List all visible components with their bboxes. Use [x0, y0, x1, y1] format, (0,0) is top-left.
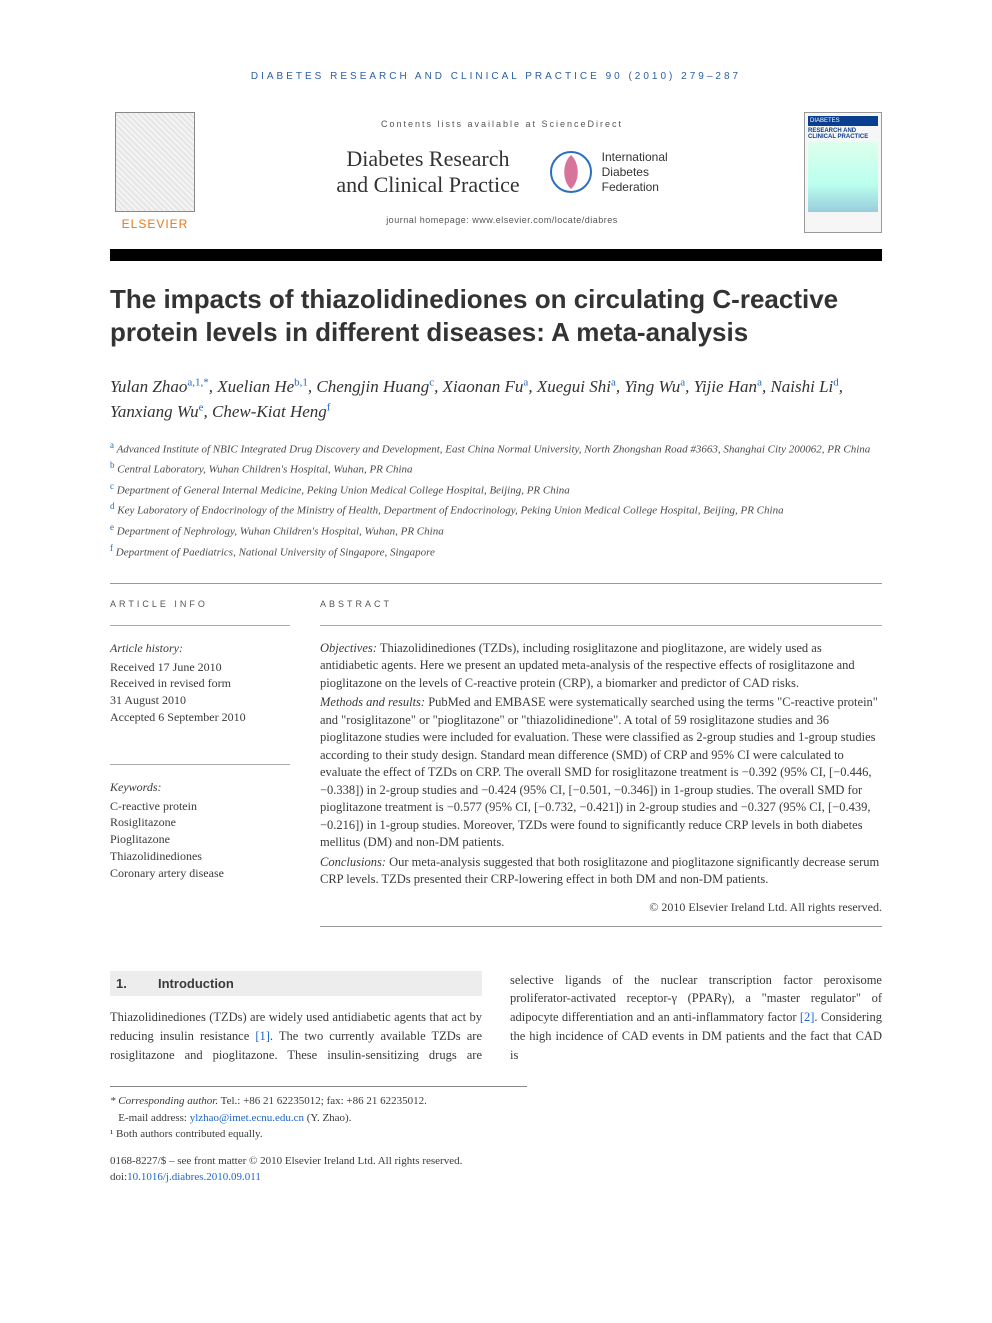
revised-date: 31 August 2010	[110, 692, 290, 709]
cover-thumb-sub: RESEARCH AND CLINICAL PRACTICE	[808, 128, 878, 140]
section-heading: 1. Introduction	[110, 971, 482, 997]
footnotes: * Corresponding author. Tel.: +86 21 622…	[110, 1086, 527, 1143]
author-list: Yulan Zhaoa,1,*, Xuelian Heb,1, Chengjin…	[110, 375, 882, 424]
running-head: DIABETES RESEARCH AND CLINICAL PRACTICE …	[110, 70, 882, 84]
abstract-head: ABSTRACT	[320, 598, 882, 611]
author: Yanxiang Wue	[110, 402, 204, 421]
corresponding-author: * Corresponding author. Tel.: +86 21 622…	[110, 1093, 527, 1110]
author: Xiaonan Fua	[443, 377, 529, 396]
article-history: Article history: Received 17 June 2010 R…	[110, 640, 290, 744]
keyword: C-reactive protein	[110, 798, 290, 815]
contents-available-line: Contents lists available at ScienceDirec…	[381, 118, 623, 131]
elsevier-tree-icon	[115, 112, 195, 212]
article-title: The impacts of thiazolidinediones on cir…	[110, 283, 882, 350]
affiliation: a Advanced Institute of NBIC Integrated …	[110, 439, 882, 459]
abstract-objectives: Objectives: Thiazolidinediones (TZDs), i…	[320, 640, 882, 693]
abstract-methods: Methods and results: PubMed and EMBASE w…	[320, 694, 882, 852]
title-separator-bar	[110, 249, 882, 261]
author: Xuegui Shia	[537, 377, 616, 396]
author: Yulan Zhaoa,1,*	[110, 377, 209, 396]
email-link[interactable]: ylzhao@imet.ecnu.edu.cn	[190, 1112, 304, 1124]
imprint: 0168-8227/$ – see front matter © 2010 El…	[110, 1153, 882, 1186]
rule	[320, 625, 882, 626]
revised-label: Received in revised form	[110, 675, 290, 692]
rule	[110, 625, 290, 626]
cover-thumb-art	[808, 142, 878, 212]
keyword: Rosiglitazone	[110, 814, 290, 831]
rule	[110, 764, 290, 765]
article-info-column: ARTICLE INFO Article history: Received 1…	[110, 584, 290, 926]
author: Yijie Hana	[694, 377, 762, 396]
body-two-column: 1. Introduction Thiazolidinediones (TZDs…	[110, 971, 882, 1065]
abstract-copyright: © 2010 Elsevier Ireland Ltd. All rights …	[320, 899, 882, 916]
doi-line: doi:10.1016/j.diabres.2010.09.011	[110, 1169, 882, 1186]
doi-link[interactable]: 10.1016/j.diabres.2010.09.011	[127, 1171, 261, 1183]
affiliation: f Department of Paediatrics, National Un…	[110, 542, 882, 562]
keyword: Thiazolidinediones	[110, 848, 290, 865]
article-info-head: ARTICLE INFO	[110, 598, 290, 611]
elsevier-logo: ELSEVIER	[110, 112, 200, 233]
masthead: ELSEVIER Contents lists available at Sci…	[110, 112, 882, 233]
equal-contribution-note: ¹ Both authors contributed equally.	[110, 1126, 527, 1143]
citation-link[interactable]: [1]	[255, 1029, 270, 1043]
idf-text: International Diabetes Federation	[602, 150, 668, 195]
affiliation: b Central Laboratory, Wuhan Children's H…	[110, 459, 882, 479]
abstract-column: ABSTRACT Objectives: Thiazolidinediones …	[320, 584, 882, 926]
author: Chew-Kiat Hengf	[212, 402, 330, 421]
corresponding-email: E-mail address: ylzhao@imet.ecnu.edu.cn …	[110, 1110, 527, 1127]
author: Xuelian Heb,1	[217, 377, 308, 396]
author: Naishi Lid	[770, 377, 838, 396]
abstract-conclusions: Conclusions: Our meta-analysis suggested…	[320, 854, 882, 889]
history-label: Article history:	[110, 640, 290, 657]
keyword: Pioglitazone	[110, 831, 290, 848]
author: Chengjin Huangc	[316, 377, 434, 396]
elsevier-wordmark: ELSEVIER	[122, 216, 189, 233]
affiliations: a Advanced Institute of NBIC Integrated …	[110, 439, 882, 562]
idf-block: International Diabetes Federation	[548, 149, 668, 195]
received-date: Received 17 June 2010	[110, 659, 290, 676]
rule	[320, 926, 882, 927]
cover-thumb-title: DIABETES	[808, 116, 878, 126]
keyword: Coronary artery disease	[110, 865, 290, 882]
section-number: 1.	[110, 974, 158, 994]
affiliation: c Department of General Internal Medicin…	[110, 480, 882, 500]
keywords-label: Keywords:	[110, 779, 290, 796]
keywords-block: Keywords: C-reactive protein Rosiglitazo…	[110, 779, 290, 900]
affiliation: d Key Laboratory of Endocrinology of the…	[110, 500, 882, 520]
info-abstract-row: ARTICLE INFO Article history: Received 1…	[110, 583, 882, 926]
issn-copyright: 0168-8227/$ – see front matter © 2010 El…	[110, 1153, 882, 1170]
section-title: Introduction	[158, 974, 234, 994]
journal-homepage: journal homepage: www.elsevier.com/locat…	[386, 214, 618, 227]
journal-cover-thumb: DIABETES RESEARCH AND CLINICAL PRACTICE	[804, 112, 882, 233]
masthead-center: Contents lists available at ScienceDirec…	[218, 112, 786, 233]
affiliation: e Department of Nephrology, Wuhan Childr…	[110, 521, 882, 541]
journal-title: Diabetes Research and Clinical Practice	[336, 146, 519, 199]
idf-logo-icon	[548, 149, 594, 195]
author: Ying Wua	[624, 377, 685, 396]
accepted-date: Accepted 6 September 2010	[110, 709, 290, 726]
citation-link[interactable]: [2]	[800, 1010, 815, 1024]
